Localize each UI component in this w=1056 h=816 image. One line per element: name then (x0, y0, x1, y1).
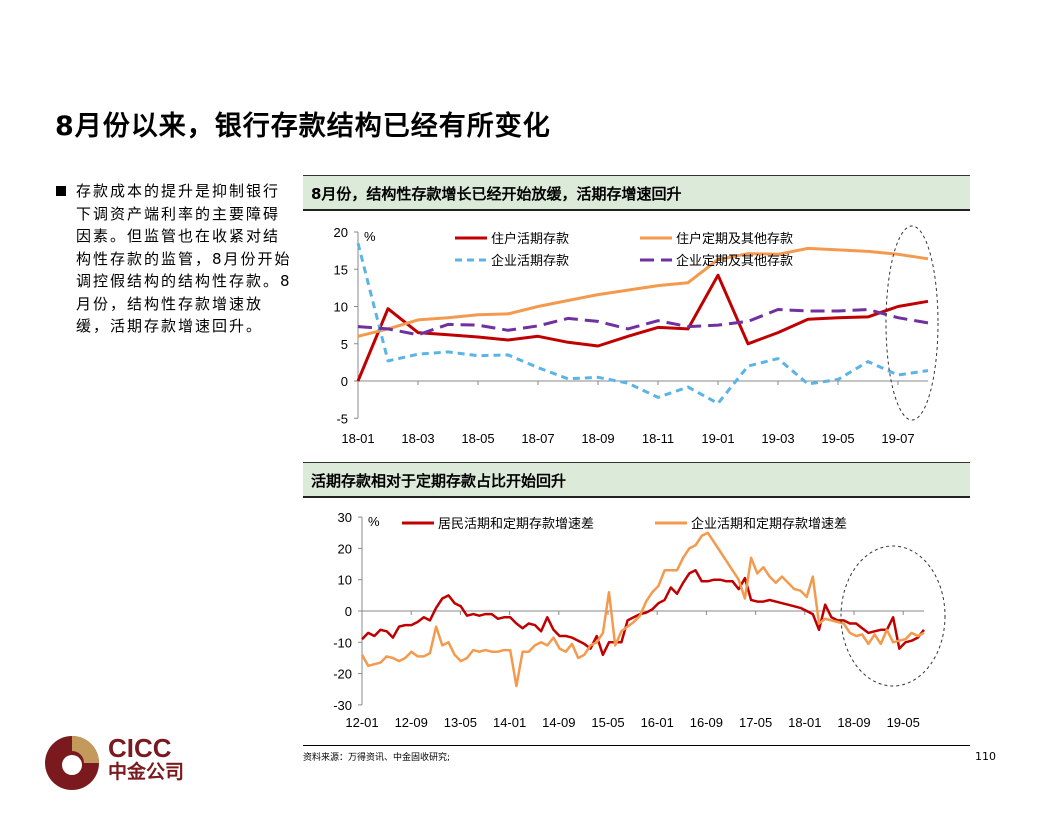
series-line-2 (360, 531, 925, 688)
y-tick-label: -10 (333, 635, 352, 650)
series-line-2 (357, 246, 929, 338)
bullet-square-icon (56, 186, 66, 196)
x-tick-label: 18-01 (341, 431, 374, 446)
y-tick-label: 0 (341, 374, 348, 389)
x-tick-label: 19-05 (821, 431, 854, 446)
y-tick-label: 5 (341, 337, 348, 352)
x-tick-label: 18-03 (401, 431, 434, 446)
legend-label: 企业活期和定期存款增速差 (691, 516, 847, 532)
y-unit-label: % (364, 229, 376, 244)
highlight-ellipse (840, 545, 946, 687)
x-tick-label: 18-01 (788, 715, 821, 730)
series-line-1 (361, 569, 925, 657)
x-tick-label: 19-01 (701, 431, 734, 446)
x-tick-label: 18-09 (581, 431, 614, 446)
x-tick-label: 13-05 (444, 715, 477, 730)
x-tick-label: 14-01 (493, 715, 526, 730)
y-tick-label: -20 (333, 667, 352, 682)
y-tick-label: 0 (345, 604, 352, 619)
legend-label: 居民活期和定期存款增速差 (438, 517, 594, 532)
x-tick-label: 18-05 (461, 431, 494, 446)
chart2-title: 活期存款相对于定期存款占比开始回升 (303, 462, 970, 498)
logo-en: CICC (108, 733, 172, 763)
x-tick-label: 18-09 (837, 715, 870, 730)
y-tick-label: 10 (338, 573, 352, 588)
x-tick-label: 14-09 (542, 715, 575, 730)
y-tick-label: 20 (334, 225, 348, 240)
legend-label: 住户定期及其他存款 (676, 231, 793, 247)
y-tick-label: 15 (334, 262, 348, 277)
bullet-text: 存款成本的提升是抑制银行下调资产端利率的主要障碍因素。但监管也在收紧对结构性存款… (76, 182, 292, 335)
y-tick-label: -5 (336, 411, 348, 426)
x-tick-label: 17-05 (739, 715, 772, 730)
x-tick-label: 16-09 (690, 715, 723, 730)
x-tick-label: 12-09 (395, 715, 428, 730)
x-tick-label: 19-07 (881, 431, 914, 446)
bullet-point: 存款成本的提升是抑制银行下调资产端利率的主要障碍因素。但监管也在收紧对结构性存款… (56, 180, 296, 338)
y-tick-label: 30 (338, 510, 352, 525)
logo-cn: 中金公司 (108, 762, 185, 783)
y-tick-label: 10 (334, 300, 348, 315)
series-line-3 (356, 242, 929, 405)
x-tick-label: 15-05 (591, 715, 624, 730)
chart1-title: 8月份，结构性存款增长已经开始放缓，活期存增速回升 (303, 175, 970, 211)
legend-label: 住户活期存款 (491, 231, 569, 247)
x-tick-label: 19-05 (887, 715, 920, 730)
x-tick-label: 12-01 (345, 715, 378, 730)
slide-title: 8月份以来，银行存款结构已经有所变化 (55, 111, 551, 142)
legend-label: 企业定期及其他存款 (676, 253, 793, 269)
x-tick-label: 18-07 (521, 431, 554, 446)
y-unit-label: % (368, 514, 380, 529)
x-tick-label: 19-03 (761, 431, 794, 446)
x-tick-label: 18-11 (642, 431, 674, 446)
y-tick-label: 20 (338, 541, 352, 556)
page-number: 110 (975, 750, 996, 763)
cicc-logo-icon (45, 736, 99, 790)
source-note: 资料来源：万得资讯、中金固收研究; (303, 753, 451, 763)
x-tick-label: 16-01 (641, 715, 674, 730)
highlight-ellipse (885, 225, 939, 421)
series-line-4 (357, 308, 929, 337)
y-tick-label: -30 (333, 698, 352, 713)
footer-divider (303, 745, 970, 746)
logo-text: CICC 中金公司 (108, 735, 184, 785)
legend-label: 企业活期存款 (491, 253, 569, 269)
series-line-1 (356, 273, 929, 382)
